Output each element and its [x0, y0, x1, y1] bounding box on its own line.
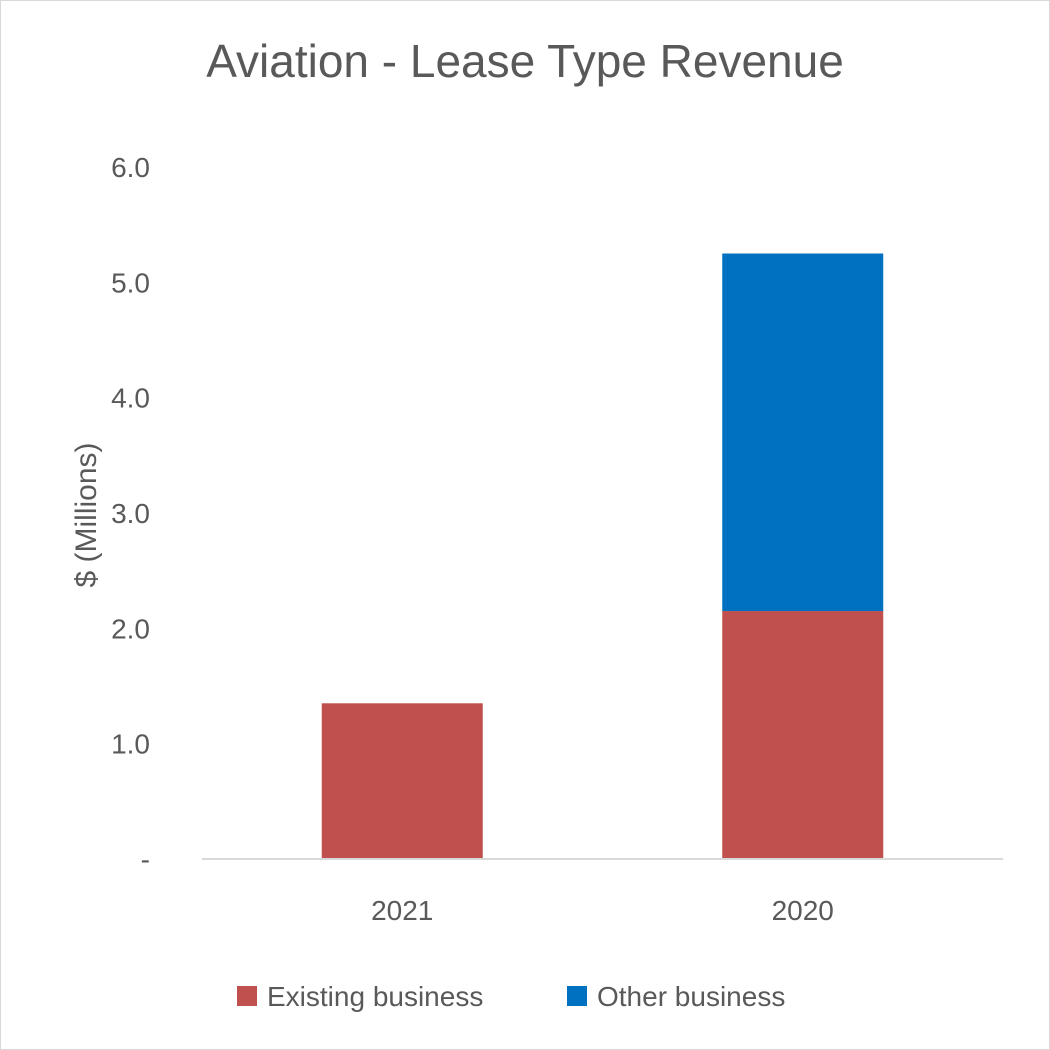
legend-label: Other business — [597, 981, 785, 1012]
y-axis-title: $ (Millions) — [70, 442, 103, 587]
y-tick-label: 5.0 — [111, 267, 150, 298]
bar-existing-business-2020 — [722, 611, 884, 859]
legend: Existing business Other business — [237, 981, 785, 1012]
bar-existing-business-2021 — [321, 703, 483, 859]
chart-title: Aviation - Lease Type Revenue — [206, 35, 844, 87]
bar-other-business-2020 — [722, 253, 884, 612]
y-tick-label: 1.0 — [111, 729, 150, 760]
y-tick-label: 6.0 — [111, 152, 150, 183]
legend-swatch — [237, 986, 257, 1006]
legend-label: Existing business — [267, 981, 483, 1012]
x-tick-label: 2020 — [772, 895, 834, 926]
y-tick-label: 2.0 — [111, 613, 150, 644]
y-tick-label: 4.0 — [111, 383, 150, 414]
bars-group — [321, 253, 884, 859]
x-axis-ticks: 2021 2020 — [371, 895, 834, 926]
legend-swatch — [567, 986, 587, 1006]
y-axis-ticks: - 1.0 2.0 3.0 4.0 5.0 6.0 — [111, 152, 150, 875]
y-tick-label: 3.0 — [111, 498, 150, 529]
y-tick-label: - — [141, 844, 150, 875]
x-tick-label: 2021 — [371, 895, 433, 926]
